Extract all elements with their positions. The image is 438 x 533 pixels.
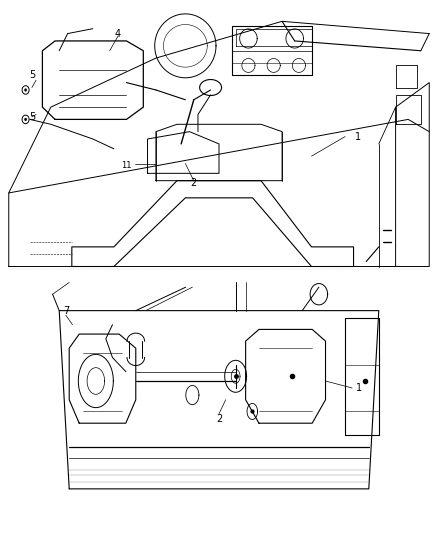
Text: 2: 2 [216,414,222,424]
Text: 1: 1 [355,132,361,142]
Text: 5: 5 [29,70,35,80]
Text: 2: 2 [191,178,197,188]
Text: 11: 11 [121,161,132,171]
Text: 4: 4 [115,29,121,38]
Circle shape [24,118,27,121]
Circle shape [24,88,27,92]
Text: 1: 1 [356,383,362,393]
Text: 5: 5 [29,112,35,122]
Text: 7: 7 [63,305,69,316]
